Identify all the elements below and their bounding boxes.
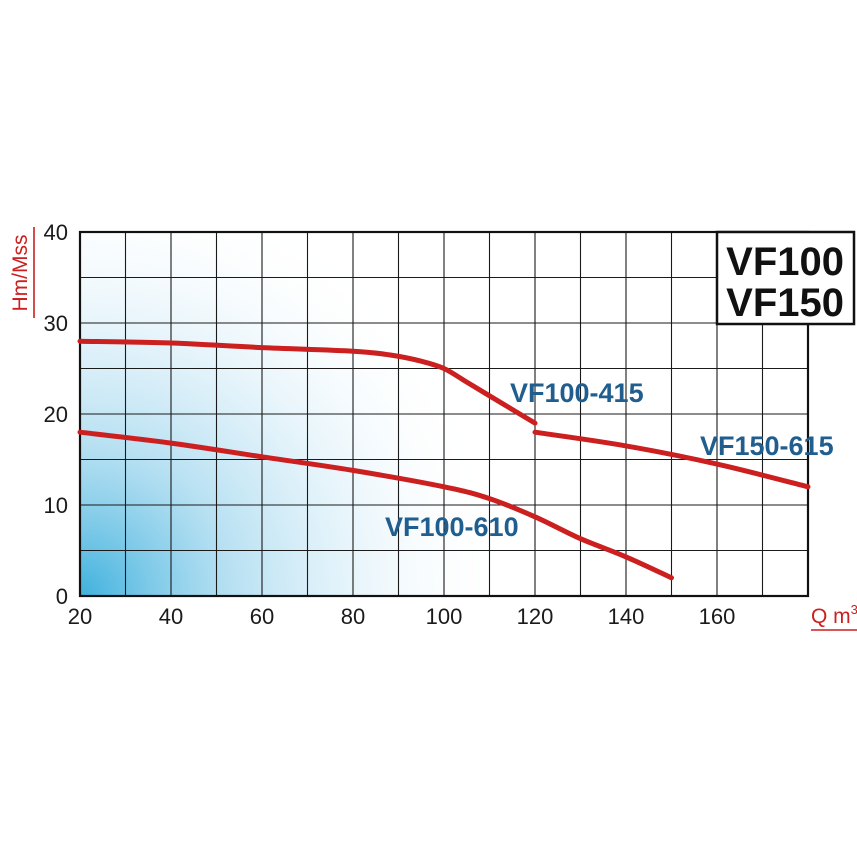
grid-layer [80,232,808,596]
curve-vf150-615 [532,429,811,490]
y-tick-label: 10 [44,493,68,518]
curve-vf100-610 [77,429,674,581]
plot-frame [78,230,810,598]
x-tick-label: 60 [250,604,274,629]
model-title-frame [715,230,856,326]
curve-label-vf100-415: VF100-415 [510,378,644,408]
y-tick-label: 20 [44,402,68,427]
model-title-line-2: VF150 [726,281,844,325]
y-axis-label: Hm/Mss [9,227,35,318]
tick-labels: 20 40 60 80 100 120 140 160 0 10 20 30 40 [44,220,736,629]
x-tick-label: 100 [426,604,463,629]
curve-label-vf150-615: VF150-615 [700,431,834,461]
y-axis-label-text: Hm/Mss [9,235,32,312]
x-axis-label: Q m3/h [811,602,857,631]
y-tick-label: 30 [44,311,68,336]
curve-layer [77,338,811,581]
curve-vf100-415 [77,338,538,426]
y-tick-label: 40 [44,220,68,245]
x-axis-label-text: Q m3/h [811,602,857,628]
x-tick-label: 80 [341,604,365,629]
y-tick-label: 0 [56,584,68,609]
x-tick-label: 120 [517,604,554,629]
curve-label-vf100-610: VF100-610 [385,512,519,542]
model-title-box: VF100 VF150 [715,230,856,326]
x-tick-label: 160 [699,604,736,629]
x-tick-label: 140 [608,604,645,629]
x-tick-label: 20 [68,604,92,629]
model-title-line-1: VF100 [726,240,844,284]
curve-labels: VF100-415 VF150-615 VF100-610 [385,378,834,542]
x-tick-label: 40 [159,604,183,629]
